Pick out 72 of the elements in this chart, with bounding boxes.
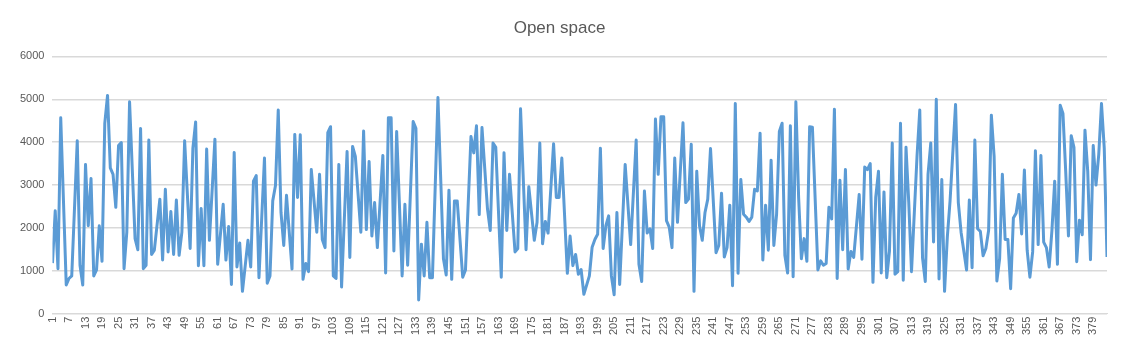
x-tick-label: 217 xyxy=(640,316,653,336)
x-tick-label: 13 xyxy=(78,316,91,329)
x-tick-label: 145 xyxy=(441,316,454,336)
x-tick-label: 157 xyxy=(475,316,488,336)
x-tick-label: 361 xyxy=(1036,316,1049,336)
x-tick-label: 307 xyxy=(888,316,901,336)
x-tick-label: 295 xyxy=(854,316,867,336)
x-tick-label: 313 xyxy=(904,316,917,336)
x-tick-label: 373 xyxy=(1069,316,1082,336)
y-tick-label: 1000 xyxy=(19,263,45,276)
x-tick-label: 367 xyxy=(1053,316,1066,336)
x-tick-label: 175 xyxy=(524,316,537,336)
x-tick-label: 133 xyxy=(408,316,421,336)
x-tick-label: 25 xyxy=(111,316,124,329)
y-tick-label: 5000 xyxy=(19,92,45,105)
x-tick-label: 223 xyxy=(656,316,669,336)
x-tick-label: 211 xyxy=(623,316,636,335)
x-tick-label: 337 xyxy=(970,316,983,336)
y-tick-label: 4000 xyxy=(19,135,45,148)
x-tick-label: 343 xyxy=(987,316,1000,336)
chart-title: Open space xyxy=(513,17,606,37)
x-tick-label: 355 xyxy=(1020,316,1033,336)
x-tick-label: 247 xyxy=(722,316,735,336)
x-tick-label: 109 xyxy=(342,316,355,336)
x-tick-label: 193 xyxy=(574,316,587,336)
x-tick-label: 181 xyxy=(541,316,554,336)
x-tick-label: 37 xyxy=(144,316,157,329)
x-tick-label: 79 xyxy=(260,316,273,329)
y-tick-label: 6000 xyxy=(19,49,45,62)
x-tick-label: 103 xyxy=(326,316,339,336)
x-tick-label: 49 xyxy=(177,316,190,329)
x-tick-label: 121 xyxy=(375,316,388,336)
x-tick-label: 31 xyxy=(128,316,141,329)
x-tick-label: 139 xyxy=(425,316,438,336)
x-tick-label: 277 xyxy=(805,316,818,336)
x-tick-label: 229 xyxy=(673,316,686,336)
x-tick-label: 169 xyxy=(508,316,521,336)
x-tick-label: 241 xyxy=(706,316,719,336)
x-tick-label: 235 xyxy=(689,316,702,336)
x-tick-label: 55 xyxy=(194,316,207,329)
x-tick-label: 379 xyxy=(1086,316,1099,336)
x-tick-label: 85 xyxy=(276,316,289,329)
x-tick-label: 97 xyxy=(309,316,322,329)
x-tick-label: 349 xyxy=(1003,316,1016,336)
x-tick-label: 67 xyxy=(227,316,240,329)
y-tick-label: 0 xyxy=(38,306,45,319)
x-tick-label: 115 xyxy=(359,316,372,335)
x-tick-label: 283 xyxy=(821,316,834,336)
x-tick-label: 271 xyxy=(788,316,801,336)
x-tick-label: 7 xyxy=(62,316,75,323)
x-tick-label: 151 xyxy=(458,316,471,336)
x-tick-label: 127 xyxy=(392,316,405,336)
x-tick-label: 325 xyxy=(937,316,950,336)
x-tick-label: 289 xyxy=(838,316,851,336)
x-tick-label: 73 xyxy=(243,316,256,329)
x-tick-label: 319 xyxy=(921,316,934,336)
x-tick-label: 19 xyxy=(95,316,108,329)
x-tick-label: 301 xyxy=(871,316,884,336)
x-tick-label: 259 xyxy=(755,316,768,336)
x-tick-label: 253 xyxy=(739,316,752,336)
x-tick-label: 199 xyxy=(590,316,603,336)
x-tick-label: 163 xyxy=(491,316,504,336)
x-tick-label: 187 xyxy=(557,316,570,336)
x-tick-label: 331 xyxy=(954,316,967,336)
y-tick-label: 3000 xyxy=(19,178,45,191)
x-tick-label: 265 xyxy=(772,316,785,336)
x-tick-label: 1 xyxy=(45,316,58,323)
x-tick-label: 43 xyxy=(161,316,174,329)
x-tick-label: 205 xyxy=(607,316,620,336)
x-tick-label: 91 xyxy=(293,316,306,329)
y-tick-label: 2000 xyxy=(19,220,45,233)
x-tick-label: 61 xyxy=(210,316,223,329)
